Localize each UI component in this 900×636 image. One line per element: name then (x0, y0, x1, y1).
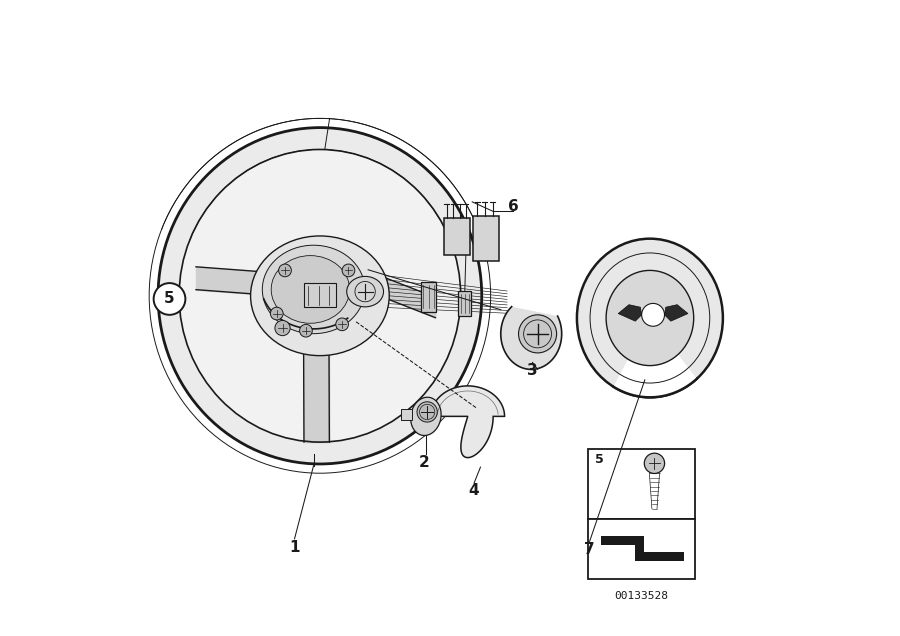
Circle shape (300, 324, 312, 337)
Polygon shape (634, 552, 684, 561)
Text: 4: 4 (469, 483, 480, 498)
Circle shape (642, 303, 664, 326)
Text: 5: 5 (164, 291, 175, 307)
Ellipse shape (148, 118, 491, 474)
Text: 2: 2 (419, 455, 430, 470)
Text: 7: 7 (584, 542, 595, 557)
Text: 00133528: 00133528 (615, 591, 669, 601)
Bar (473, 216, 499, 261)
Bar (304, 283, 336, 307)
Ellipse shape (606, 270, 694, 366)
Polygon shape (410, 398, 441, 436)
Circle shape (270, 307, 284, 320)
Polygon shape (158, 128, 482, 464)
Polygon shape (500, 307, 562, 370)
Bar (421, 282, 436, 312)
Bar (589, 450, 695, 519)
Polygon shape (618, 305, 642, 321)
Circle shape (644, 453, 664, 473)
Circle shape (417, 402, 437, 422)
Circle shape (154, 283, 185, 315)
Bar (400, 410, 412, 420)
Polygon shape (431, 386, 505, 457)
Circle shape (336, 318, 348, 331)
Circle shape (518, 315, 556, 353)
Circle shape (279, 264, 292, 277)
Bar (458, 291, 471, 316)
Circle shape (274, 321, 290, 336)
Polygon shape (634, 536, 644, 552)
Ellipse shape (271, 256, 349, 323)
Ellipse shape (262, 245, 364, 334)
Ellipse shape (179, 149, 461, 442)
Ellipse shape (250, 236, 389, 356)
Text: 5: 5 (595, 453, 603, 466)
Ellipse shape (346, 277, 383, 307)
Text: 1: 1 (289, 540, 300, 555)
Text: 3: 3 (527, 363, 538, 378)
Bar (589, 519, 695, 579)
Polygon shape (614, 318, 697, 398)
Polygon shape (664, 305, 688, 321)
Polygon shape (601, 536, 644, 545)
Text: 6: 6 (508, 200, 518, 214)
Ellipse shape (577, 238, 723, 398)
Bar (444, 218, 471, 254)
Circle shape (342, 264, 355, 277)
